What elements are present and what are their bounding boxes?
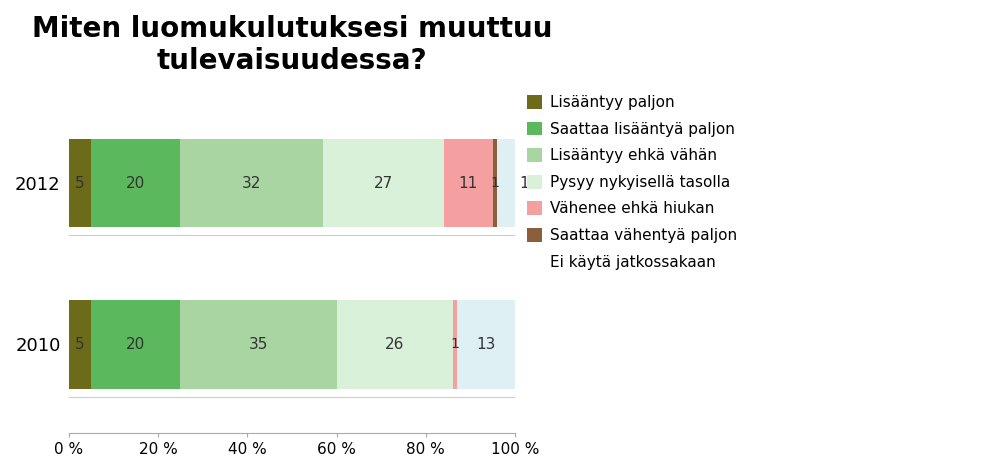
Bar bbox=[452, 300, 457, 388]
Bar bbox=[69, 300, 91, 388]
Text: 35: 35 bbox=[249, 337, 268, 352]
Bar bbox=[336, 300, 452, 388]
Text: 26: 26 bbox=[385, 337, 404, 352]
Legend: Lisääntyy paljon, Saattaa lisääntyä paljon, Lisääntyy ehkä vähän, Pysyy nykyisel: Lisääntyy paljon, Saattaa lisääntyä palj… bbox=[527, 95, 738, 270]
Bar bbox=[443, 139, 492, 228]
Bar bbox=[91, 139, 181, 228]
Text: 27: 27 bbox=[374, 176, 393, 191]
Text: 1: 1 bbox=[490, 176, 499, 190]
Text: 11: 11 bbox=[459, 176, 478, 191]
Bar bbox=[497, 139, 560, 228]
Bar bbox=[181, 300, 336, 388]
Title: Miten luomukulutuksesi muuttuu
tulevaisuudessa?: Miten luomukulutuksesi muuttuu tulevaisu… bbox=[31, 15, 552, 76]
Text: 5: 5 bbox=[76, 176, 85, 191]
Text: 20: 20 bbox=[127, 176, 145, 191]
Text: 20: 20 bbox=[127, 337, 145, 352]
Text: 14: 14 bbox=[519, 176, 539, 191]
Bar bbox=[91, 300, 181, 388]
Bar bbox=[324, 139, 443, 228]
Bar bbox=[457, 300, 515, 388]
Text: 32: 32 bbox=[242, 176, 262, 191]
Text: 1: 1 bbox=[450, 337, 459, 351]
Text: 5: 5 bbox=[76, 337, 85, 352]
Text: 13: 13 bbox=[477, 337, 495, 352]
Bar bbox=[69, 139, 91, 228]
Bar bbox=[492, 139, 497, 228]
Bar bbox=[181, 139, 324, 228]
